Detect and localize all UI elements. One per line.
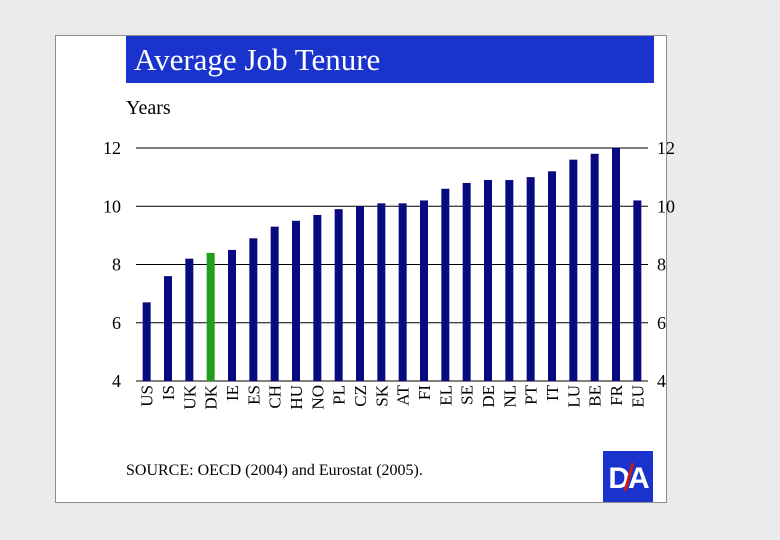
bar [313, 214, 322, 381]
y-tick-label-right: 10 [657, 196, 675, 216]
y-tick-label-left: 6 [112, 313, 121, 333]
x-tick-label: US [138, 385, 157, 407]
bar [334, 209, 343, 381]
bar [206, 252, 215, 381]
bar [270, 226, 279, 381]
bar [462, 182, 471, 381]
bar [249, 238, 258, 381]
title-bar: Average Job Tenure [126, 36, 654, 83]
x-tick-label: AT [394, 384, 413, 405]
x-tick-label: NL [500, 385, 519, 408]
bar [420, 200, 428, 381]
y-tick-label-right: 12 [657, 138, 675, 158]
bar [441, 188, 450, 381]
x-tick-label: ES [244, 385, 263, 405]
bar [164, 276, 172, 381]
bar [377, 203, 386, 381]
x-tick-label: EU [628, 385, 647, 408]
bar [228, 249, 236, 381]
bar [356, 206, 364, 381]
bar [185, 258, 194, 381]
bar [526, 177, 535, 381]
x-tick-label: EL [436, 385, 455, 406]
bar [590, 153, 599, 381]
x-tick-label: CH [266, 385, 285, 409]
da-logo: DA [603, 451, 653, 502]
x-tick-label: SE [458, 385, 477, 405]
x-tick-label: CZ [351, 385, 370, 407]
bar [142, 302, 151, 381]
x-tick-label: PL [330, 385, 349, 405]
x-tick-label: DK [202, 384, 221, 409]
x-tick-label: UK [180, 384, 199, 409]
x-tick-label: IS [159, 385, 178, 400]
y-axis-label: Years [126, 97, 171, 119]
bar [398, 203, 407, 381]
x-tick-label: FR [607, 384, 626, 405]
y-tick-label-left: 4 [112, 371, 121, 391]
y-tick-label-left: 10 [103, 196, 121, 216]
chart-title: Average Job Tenure [134, 42, 381, 77]
x-tick-label: PT [522, 384, 541, 404]
bar [612, 148, 620, 381]
y-tick-label-right: 6 [657, 313, 666, 333]
da-logo-icon: DA [608, 462, 651, 495]
x-tick-label: LU [564, 385, 583, 408]
x-tick-label: NO [308, 385, 327, 410]
y-tick-label-right: 8 [657, 255, 666, 275]
x-tick-label: FI [415, 385, 434, 400]
bar [548, 171, 556, 381]
bar [569, 159, 578, 381]
y-tick-label-right: 4 [657, 371, 666, 391]
bar [484, 180, 492, 381]
x-tick-label: BE [586, 385, 605, 407]
source-note: SOURCE: OECD (2004) and Eurostat (2005). [126, 462, 423, 479]
x-tick-label: IE [223, 385, 242, 401]
x-tick-label: SK [372, 384, 391, 406]
bar [292, 220, 300, 381]
x-tick-label: DE [479, 385, 498, 408]
y-tick-label-left: 12 [103, 138, 121, 158]
bar [505, 180, 514, 381]
y-tick-label-left: 8 [112, 255, 121, 275]
bar [633, 200, 642, 381]
x-tick-label: IT [543, 384, 562, 401]
x-tick-label: HU [287, 385, 306, 410]
